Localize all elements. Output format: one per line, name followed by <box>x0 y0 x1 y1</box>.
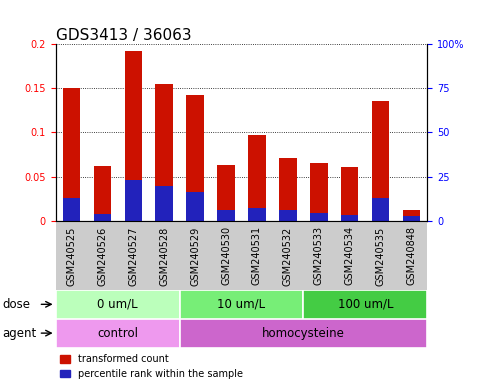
Bar <box>280 210 297 221</box>
Bar <box>311 164 327 221</box>
Bar <box>186 192 203 221</box>
Text: GSM240532: GSM240532 <box>283 226 293 286</box>
Bar <box>156 186 172 221</box>
Bar <box>180 319 427 348</box>
Legend: transformed count, percentile rank within the sample: transformed count, percentile rank withi… <box>60 354 243 379</box>
Bar <box>341 167 358 221</box>
Bar <box>280 158 297 221</box>
Bar <box>303 290 427 319</box>
Bar <box>186 94 203 221</box>
Bar <box>125 51 142 221</box>
Text: control: control <box>97 327 138 339</box>
Text: 0 um/L: 0 um/L <box>97 298 138 311</box>
Bar <box>56 290 180 319</box>
Bar <box>403 210 421 221</box>
Text: agent: agent <box>2 327 37 339</box>
Text: 10 um/L: 10 um/L <box>217 298 266 311</box>
Bar <box>372 198 389 221</box>
Text: homocysteine: homocysteine <box>262 327 345 339</box>
Text: GSM240529: GSM240529 <box>190 226 200 286</box>
Bar <box>248 135 266 221</box>
Text: 100 um/L: 100 um/L <box>338 298 393 311</box>
Text: GSM240535: GSM240535 <box>376 226 386 286</box>
Bar <box>56 319 180 348</box>
Bar <box>341 215 358 221</box>
Bar <box>125 180 142 221</box>
Bar <box>217 165 235 221</box>
Bar <box>248 209 266 221</box>
Text: GSM240525: GSM240525 <box>66 226 76 286</box>
Text: GSM240533: GSM240533 <box>314 226 324 285</box>
Text: GSM240530: GSM240530 <box>221 226 231 285</box>
Bar <box>62 88 80 221</box>
Bar <box>94 166 111 221</box>
Text: GDS3413 / 36063: GDS3413 / 36063 <box>56 28 191 43</box>
Text: GSM240528: GSM240528 <box>159 226 169 286</box>
Bar <box>372 101 389 221</box>
Bar <box>403 217 421 221</box>
Text: GSM240848: GSM240848 <box>407 226 417 285</box>
Bar <box>217 210 235 221</box>
Text: dose: dose <box>2 298 30 311</box>
Bar <box>62 198 80 221</box>
Bar <box>311 213 327 221</box>
Bar <box>156 84 172 221</box>
Text: GSM240534: GSM240534 <box>345 226 355 285</box>
Bar <box>94 214 111 221</box>
Text: GSM240527: GSM240527 <box>128 226 138 286</box>
Text: GSM240526: GSM240526 <box>97 226 107 286</box>
Text: GSM240531: GSM240531 <box>252 226 262 285</box>
Bar <box>180 290 303 319</box>
